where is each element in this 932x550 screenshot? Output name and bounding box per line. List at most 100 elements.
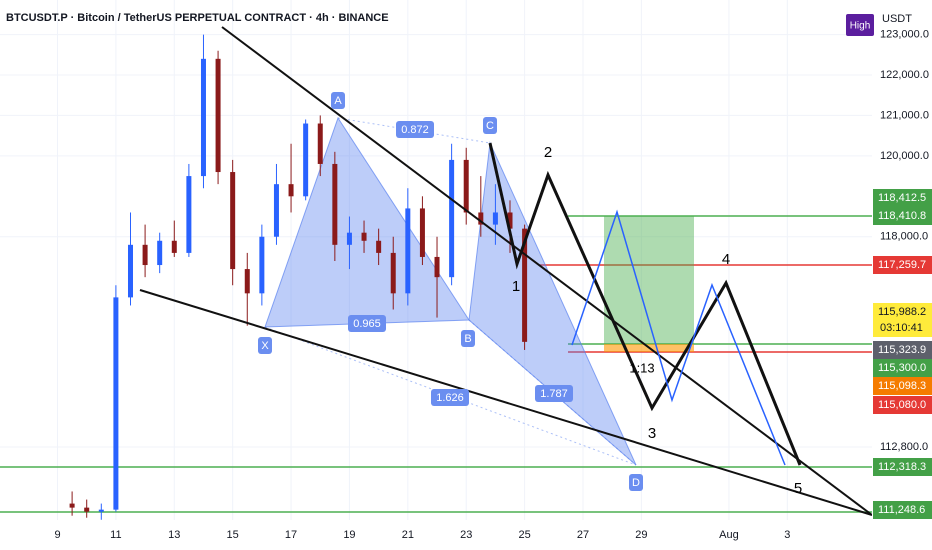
candle-body [84,507,90,512]
candle-body [522,228,528,342]
projection-path [571,209,786,466]
price-tag: 115,098.3 [878,380,926,392]
wave-path [488,142,802,466]
y-tick-label: 112,800.0 [880,441,928,453]
candle-body [98,509,104,512]
pattern-xd [264,326,637,466]
price-tags: 118,412.5 118,410.8 117,259.7 115,988.2 0… [873,189,932,519]
ratio-bg [348,315,386,332]
symbol-title: BTCUSDT.P · Bitcoin / TetherUS PERPETUAL… [6,12,389,24]
candle-body [419,208,425,257]
tag-bg [873,303,932,337]
tag-bg [873,189,932,207]
price-tag: 112,318.3 [878,461,926,473]
tag-bg [873,501,932,519]
ratio-label: 0.872 [401,124,429,136]
wave-label: 1 [512,278,520,295]
label-bg [258,337,272,354]
x-tick-label: 9 [54,529,60,541]
candle-body [127,244,133,298]
ratio-label: 0.965 [353,318,381,330]
candle-body [113,297,119,510]
x-tick-label: 17 [285,529,297,541]
pattern-ac [337,117,491,144]
candle-body [142,244,148,266]
candle-body [478,212,484,225]
candle-body [186,176,192,253]
x-tick-label: 29 [635,529,647,541]
x-tick-label: 3 [784,529,790,541]
wedge-bottom [139,289,873,516]
tag-bg [873,458,932,476]
y-tick-label: 118,000.0 [880,231,928,243]
price-tag: 115,300.0 [878,362,926,374]
x-tick-label: 11 [110,529,121,541]
price-tag: 115,988.2 [878,306,926,318]
price-tag: 118,412.5 [878,192,926,204]
label-bg [629,474,643,491]
ratio-bg [431,389,469,406]
candle-body [200,58,206,177]
badge[interactable] [846,14,874,36]
candle-body [69,503,75,508]
price-tag: 115,323.9 [878,344,926,356]
candle-body [303,123,309,197]
y-tick-label: 123,000.0 [880,28,929,40]
ratio-bg [535,385,573,402]
x-tick-label: Aug [719,529,739,541]
axis-labels: 123,000.0 122,000.0 121,000.0 120,000.0 118,… [54,28,928,540]
candle-body [463,159,469,213]
badge-text[interactable]: High [850,21,871,32]
candle-body [259,236,265,294]
countdown: 03:10:41 [880,322,923,334]
wedge-top [221,26,873,516]
candle-body [332,163,338,245]
candles [69,34,528,520]
label-bg [331,92,345,109]
tag-bg [873,256,932,274]
tag-bg [873,359,932,377]
label-bg [461,330,475,347]
ratio-label: 1.626 [436,392,464,404]
candle-body [434,256,440,278]
price-tag: 115,080.0 [878,399,926,411]
x-tick-label: 21 [402,529,414,541]
candle-body [492,212,498,225]
tag-bg [873,341,932,359]
candle-body [171,240,177,253]
candle-body [157,240,163,266]
tag-bg [873,207,932,225]
candle-body [346,232,352,245]
risk-label: 1:13 [629,360,654,375]
candle-body [230,172,236,270]
y-tick-label: 120,000.0 [880,150,929,162]
candle-body [405,208,411,294]
candle-body [361,232,367,241]
candle-body [317,123,323,164]
wave-label: 3 [648,425,656,442]
pattern-label: A [334,95,342,107]
wave-label: 4 [722,251,730,268]
pattern-label: B [464,333,471,345]
time-axis [0,520,932,550]
price-tag: 118,410.8 [878,210,926,222]
pattern-label: D [632,477,640,489]
pattern-labels: X A B C D 0.872 0.965 1.626 1.787 [258,92,643,491]
currency[interactable]: USDT [882,13,912,25]
x-tick-label: 15 [227,529,239,541]
candle-body [376,240,382,253]
candle-body [449,159,455,278]
x-tick-label: 27 [577,529,589,541]
wave-labels: 1 2 3 4 5 1:13 [512,144,802,497]
pattern-label: C [486,120,494,132]
candle-body [507,212,513,229]
label-bg [483,117,497,134]
candle-body [390,252,396,294]
y-tick-label: 121,000.0 [880,109,929,121]
wave-label: 5 [794,480,802,497]
candle-body [215,58,221,173]
pattern-label: X [261,340,269,352]
x-tick-label: 19 [343,529,355,541]
